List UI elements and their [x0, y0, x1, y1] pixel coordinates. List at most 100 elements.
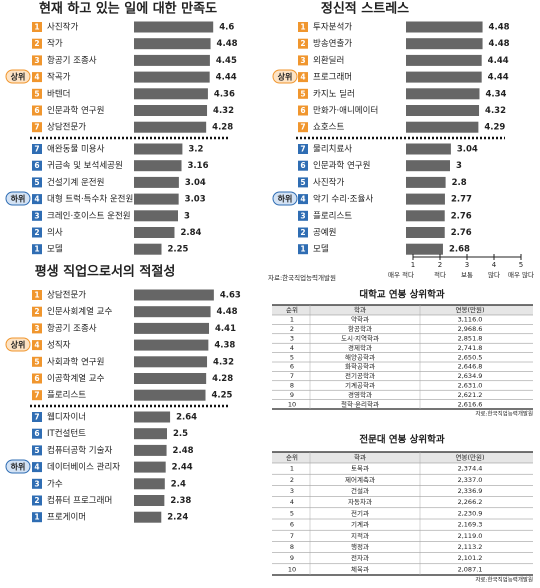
rank-badge — [32, 462, 42, 473]
rank-number: 4 — [300, 73, 305, 82]
category-label: 귀금속 및 보석세공원 — [47, 160, 123, 171]
table-cell: 5 — [290, 509, 294, 517]
group-label: 하위 — [278, 194, 293, 204]
table-cell: 2,169.3 — [458, 521, 483, 529]
category-label: 애완동물 미용사 — [47, 145, 105, 155]
rank-number: 6 — [34, 161, 39, 170]
category-label: 모델 — [313, 244, 329, 255]
category-label: 인문사회계열 교수 — [47, 306, 112, 317]
bar — [134, 243, 162, 255]
group-pill — [5, 459, 31, 474]
rank-badge — [32, 144, 42, 154]
bar — [134, 511, 162, 523]
table-cell: 토목과 — [351, 464, 369, 473]
group-pill — [5, 337, 31, 352]
table-title: 전문대 연봉 상위학과 — [359, 434, 445, 446]
value-label: 2.64 — [176, 413, 197, 423]
table-cell: 3 — [290, 487, 294, 495]
rank-number: 5 — [34, 89, 39, 98]
category-label: 플로리스트 — [47, 391, 86, 401]
value-label: 4.34 — [485, 89, 506, 99]
table-cell: 1 — [290, 316, 294, 324]
rank-badge — [32, 445, 42, 456]
value-label: 4.28 — [212, 374, 233, 384]
rank-number: 1 — [300, 23, 305, 32]
value-label: 4.48 — [217, 39, 238, 49]
table-cell: 경제학과 — [348, 343, 372, 352]
bar — [406, 243, 443, 255]
value-label: 2.76 — [451, 211, 472, 221]
bar — [134, 160, 182, 172]
rank-number: 5 — [34, 357, 39, 366]
rank-number: 4 — [34, 341, 39, 350]
category-label: 물리치료사 — [313, 145, 352, 155]
bar — [406, 54, 482, 66]
category-label: 바텐더 — [47, 88, 70, 99]
bar — [134, 495, 165, 506]
value-label: 4.44 — [216, 73, 237, 83]
bar — [406, 38, 483, 50]
rank-badge — [298, 160, 308, 171]
rank-badge — [32, 244, 42, 255]
category-label: 컴퓨터 프로그래머 — [47, 495, 112, 506]
value-label: 4.28 — [212, 123, 233, 133]
rank-badge — [32, 290, 42, 300]
table-header-bg — [272, 452, 533, 463]
category-label: 프로게이머 — [47, 512, 86, 523]
bar — [134, 121, 207, 133]
rank-badge — [32, 160, 42, 171]
rank-badge — [32, 356, 42, 367]
rank-badge — [298, 105, 308, 116]
table-cell: 9 — [290, 554, 294, 562]
table-cell: 경영학과 — [348, 390, 372, 399]
bar — [406, 71, 482, 83]
category-label: 데이터베이스 관리자 — [47, 462, 120, 473]
scale-word: 적다 — [434, 270, 446, 279]
category-label: 투자분석가 — [313, 22, 352, 33]
bar — [134, 88, 208, 100]
rank-badge — [32, 22, 42, 32]
category-label: 상담전문가 — [47, 122, 86, 133]
category-label: 사회과학 연구원 — [47, 356, 104, 367]
scale-word: 보통 — [461, 271, 473, 279]
rank-number: 1 — [34, 513, 39, 522]
table-cell: 화학공학과 — [345, 362, 375, 371]
rank-badge — [32, 122, 42, 133]
category-label: 인문과학 연구원 — [47, 105, 104, 116]
category-label: 인문과학 연구원 — [313, 160, 370, 171]
table-source: 자료:한국직업능력개발원 — [475, 576, 533, 584]
value-label: 4.29 — [484, 123, 505, 133]
rank-badge — [298, 88, 308, 99]
rank-number: 5 — [300, 89, 305, 98]
table-cell: 지적과 — [351, 531, 369, 540]
bar — [134, 389, 206, 401]
table-cell: 전기과 — [351, 508, 369, 517]
rank-badge — [32, 412, 42, 422]
rank-badge — [298, 227, 308, 238]
value-label: 2.44 — [172, 463, 193, 473]
rank-number: 6 — [34, 106, 39, 115]
value-label: 2.76 — [451, 228, 472, 238]
table-cell: 2,650.5 — [458, 353, 483, 361]
category-label: 플로리스트 — [313, 211, 352, 221]
table-cell: 해양공학과 — [345, 352, 375, 361]
rank-badge — [32, 478, 42, 489]
rank-number: 1 — [34, 291, 39, 300]
bar — [134, 193, 179, 205]
bar — [134, 356, 208, 368]
category-label: 방송연출가 — [313, 38, 352, 49]
bar — [134, 444, 167, 456]
rank-badge — [298, 22, 308, 32]
bar — [134, 227, 175, 238]
bar — [406, 193, 445, 205]
category-label: 모델 — [47, 244, 63, 255]
category-label: 사진작가 — [313, 177, 344, 188]
table-cell: 제어계측과 — [345, 475, 375, 484]
category-label: 카지노 딜러 — [313, 88, 355, 99]
scale-tick-label: 2 — [438, 261, 442, 269]
rank-number: 6 — [34, 429, 39, 438]
table-header: 순위 — [286, 306, 298, 314]
value-label: 4.36 — [214, 89, 235, 99]
table-cell: 2,646.8 — [458, 363, 483, 371]
rank-badge — [32, 340, 42, 351]
